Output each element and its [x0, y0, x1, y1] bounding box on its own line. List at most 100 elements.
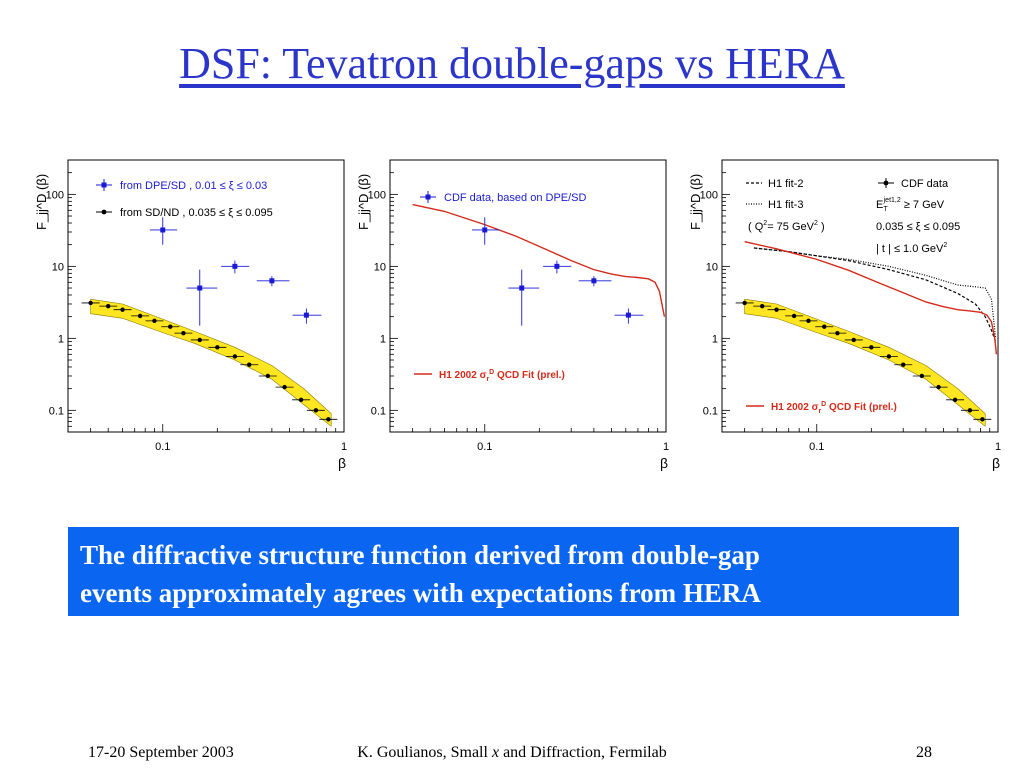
footer-author-x: x [491, 744, 500, 761]
data-point-1 [232, 354, 238, 359]
data-point-1 [247, 362, 252, 367]
y-tick-label: 100 [700, 189, 718, 201]
legend-label-h1-qcd: H1 2002 σrD QCD Fit (prel.) [771, 401, 897, 415]
curve-2 [744, 241, 998, 355]
caption-box: The diffractive structure function deriv… [68, 527, 959, 616]
data-point-0 [980, 417, 985, 422]
chart-panel-cdf-vs-h1-fits: 100 10 1 0.1 0.1 1 β F_jj^D (β) H1 fit-2 H1 fit-… [688, 159, 1001, 471]
legend-marker [101, 182, 107, 188]
data-point-1 [120, 307, 125, 312]
data-point-0 [967, 408, 973, 413]
legend-marker [425, 194, 431, 200]
data-point-0 [519, 285, 525, 291]
x-tick-label: 0.1 [155, 441, 170, 453]
data-point-0 [952, 397, 958, 403]
curve-0 [412, 203, 666, 317]
data-point-0 [806, 318, 811, 324]
y-axis-label: F_jj^D (β) [356, 174, 371, 230]
legend-label-h1-fit: H1 2002 σrD QCD Fit (prel.) [439, 369, 565, 383]
y-tick-label: 10 [374, 261, 386, 273]
data-point-0 [197, 285, 203, 291]
legend-label-h1-fit2: H1 fit-2 [768, 178, 803, 190]
data-point-0 [482, 227, 488, 233]
chart-panel-cdf-vs-h1: 100 10 1 0.1 0.1 1 β F_jj^D (β) CDF data, based… [356, 159, 669, 471]
legend-marker [101, 209, 107, 215]
data-point-1 [313, 408, 319, 413]
caption-line-2: events approximately agrees with expecta… [80, 578, 761, 608]
legend-label-sd-nd: from SD/ND , 0.035 ≤ ξ ≤ 0.095 [120, 207, 273, 219]
data-point-0 [554, 263, 560, 269]
plot-frame [389, 159, 667, 433]
legend-label-xi-range: 0.035 ≤ ξ ≤ 0.095 [876, 221, 960, 233]
x-tick-label: 0.1 [477, 441, 492, 453]
data-point-0 [936, 384, 941, 390]
legend-label-h1-fit3: H1 fit-3 [768, 199, 803, 211]
data-point-0 [232, 263, 238, 269]
data-point-1 [326, 417, 331, 422]
data-point-0 [591, 278, 597, 284]
x-tick-label: 1 [663, 441, 669, 453]
y-tick-label: 1 [712, 333, 718, 345]
y-tick-label: 100 [368, 189, 386, 201]
y-tick-label: 0.1 [371, 405, 386, 417]
data-point-0 [160, 227, 166, 233]
curve-1 [753, 247, 997, 339]
data-point-0 [625, 312, 631, 318]
data-point-0 [835, 330, 840, 336]
data-point-0 [901, 362, 906, 367]
footer-page-number: 28 [916, 744, 932, 761]
data-point-0 [303, 312, 309, 318]
data-point-1 [215, 345, 220, 350]
x-axis-label: β [992, 455, 1000, 471]
x-axis-label: β [338, 455, 346, 471]
data-point-0 [269, 278, 275, 284]
data-point-1 [168, 324, 173, 329]
footer-author: K. Goulianos, Small x and Diffraction, F… [0, 744, 1024, 762]
data-point-1 [152, 318, 157, 324]
data-point-1 [137, 313, 143, 319]
data-point-1 [265, 373, 271, 379]
data-point-0 [822, 324, 827, 329]
legend-label-cdf-data: CDF data [901, 178, 949, 190]
x-tick-label: 0.1 [809, 441, 824, 453]
footer-date: 17-20 September 2003 [88, 744, 234, 761]
legend-label-q2: ( Q2= 75 GeV2 ) [748, 220, 825, 233]
slide-title: DSF: Tevatron double-gaps vs HERA [179, 39, 845, 88]
y-tick-label: 1 [380, 333, 386, 345]
y-axis-label: F_jj^D (β) [688, 174, 703, 230]
plot-frame [67, 159, 345, 433]
data-point-0 [919, 373, 925, 379]
legend-label-dpe-sd: from DPE/SD , 0.01 ≤ ξ ≤ 0.03 [120, 180, 267, 192]
y-tick-label: 0.1 [49, 405, 64, 417]
data-point-1 [106, 303, 111, 309]
legend-label-cdf-dpe: CDF data, based on DPE/SD [444, 192, 587, 204]
y-tick-label: 10 [52, 261, 64, 273]
data-point-0 [742, 300, 747, 306]
y-tick-label: 1 [58, 333, 64, 345]
data-point-0 [869, 345, 874, 350]
curve-0 [753, 247, 997, 342]
data-point-1 [282, 384, 287, 390]
y-tick-label: 0.1 [703, 405, 718, 417]
y-tick-label: 100 [46, 189, 64, 201]
footer-author-post: and Diffraction, Fermilab [499, 744, 667, 761]
plot-frame [721, 159, 999, 433]
caption-line-1: The diffractive structure function deriv… [80, 540, 760, 570]
y-tick-label: 10 [706, 261, 718, 273]
legend-label-t-cut: | t | ≤ 1.0 GeV2 [876, 242, 947, 255]
x-tick-label: 1 [341, 441, 347, 453]
theory-band [90, 298, 332, 427]
x-axis-label: β [660, 455, 668, 471]
data-point-1 [298, 397, 304, 403]
data-point-0 [760, 303, 765, 309]
footer-author-pre: K. Goulianos, Small [357, 744, 492, 761]
data-point-0 [791, 313, 797, 319]
y-axis-label: F_jj^D (β) [34, 174, 49, 230]
theory-band [744, 298, 986, 427]
data-point-0 [886, 354, 892, 359]
data-point-0 [851, 337, 856, 343]
data-point-0 [774, 307, 779, 312]
data-point-1 [88, 300, 93, 306]
legend-marker [883, 180, 889, 186]
data-point-1 [197, 337, 202, 343]
